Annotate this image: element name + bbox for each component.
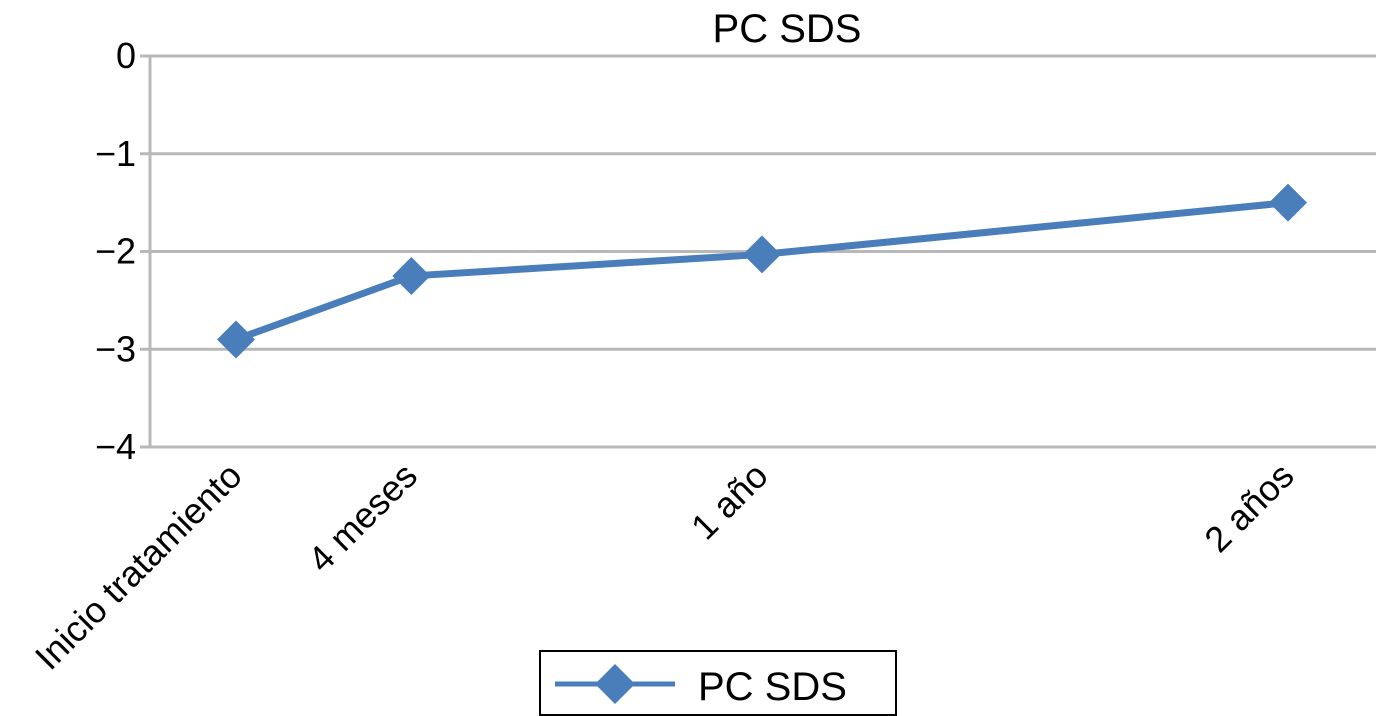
series-pc-sds bbox=[217, 183, 1307, 359]
data-point-marker bbox=[392, 256, 431, 295]
data-point-marker bbox=[1269, 183, 1307, 222]
y-tick-labels: 0 −1 −2 −3 −4 bbox=[95, 35, 136, 467]
legend-marker-diamond bbox=[595, 664, 635, 704]
y-tick-label: 0 bbox=[116, 35, 136, 76]
x-tick-label: 2 años bbox=[1196, 455, 1301, 560]
y-tick-label: −4 bbox=[95, 426, 136, 467]
y-tick-label: −1 bbox=[95, 133, 136, 174]
y-tick-label: −2 bbox=[95, 231, 136, 272]
data-point-marker bbox=[217, 320, 255, 359]
chart-title: PC SDS bbox=[713, 7, 862, 51]
x-tick-label: 4 meses bbox=[300, 455, 425, 580]
legend: PC SDS bbox=[539, 650, 897, 716]
x-tick-label: Inicio tratamiento bbox=[27, 455, 250, 678]
series-line bbox=[234, 199, 1289, 343]
legend-label: PC SDS bbox=[698, 665, 847, 709]
x-tick-label: 1 año bbox=[683, 455, 776, 548]
y-tick-label: −3 bbox=[95, 328, 136, 369]
x-tick-labels: Inicio tratamiento 4 meses 1 año 2 años bbox=[27, 455, 1302, 678]
data-point-marker bbox=[743, 235, 781, 274]
